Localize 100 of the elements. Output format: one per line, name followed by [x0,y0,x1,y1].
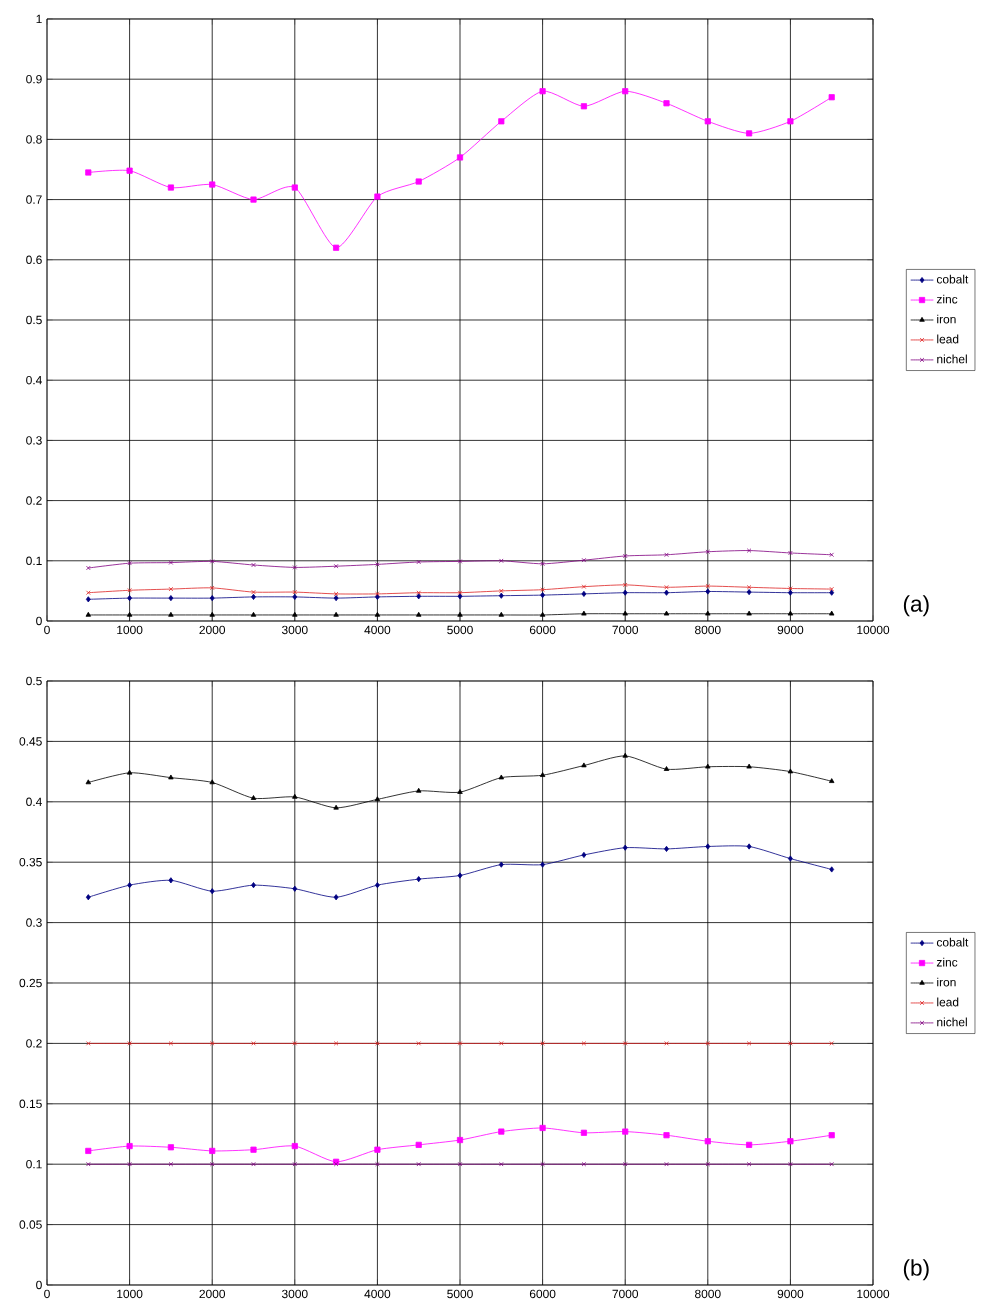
x-tick-label: 9000 [777,1289,804,1299]
point [581,1041,587,1046]
point [746,1141,753,1148]
point [85,596,91,603]
point [333,1041,339,1046]
point [250,795,257,800]
point [416,876,422,883]
x-tick-label: 10000 [857,625,890,635]
legend-label: zinc [936,957,958,967]
point [581,557,587,563]
legend-label: cobalt [936,274,969,284]
point [704,1138,711,1145]
point [415,1141,422,1148]
point [292,589,298,595]
point [416,559,421,565]
point [209,888,215,895]
point [622,1161,628,1167]
x-tick-label: 8000 [695,1289,721,1299]
x-tick-label: 1000 [117,625,143,635]
x-tick-label: 6000 [529,625,556,635]
point [540,561,545,567]
point [788,1041,793,1046]
point [292,593,298,600]
point [498,1128,505,1135]
point [333,611,339,617]
legend-label: nichel [937,1017,967,1027]
point [209,585,215,591]
point [457,559,463,564]
point [580,1129,587,1136]
point [374,611,381,617]
y-tick-label: 0.25 [19,978,42,988]
x-tick-label: 2000 [199,625,226,635]
point [416,611,422,617]
point [415,178,422,185]
point [746,610,752,616]
y-tick-label: 0.9 [26,74,42,84]
point [581,851,587,858]
point [127,588,132,593]
point [251,1041,256,1046]
point [85,169,92,176]
point [540,1041,545,1046]
y-tick-label: 0.7 [26,195,42,204]
point [829,610,835,616]
legend-label: nichel [937,354,967,364]
x-tick-label: 4000 [364,625,391,635]
point [746,548,752,553]
x-tick-label: 1000 [117,1289,143,1299]
point [85,611,91,617]
point [333,894,339,901]
point [292,611,298,617]
point [539,1124,546,1132]
point [250,1146,257,1153]
point [375,882,380,889]
x-tick-label: 3000 [281,1289,308,1299]
point [705,763,711,769]
point [127,560,132,566]
x-tick-label: 2000 [199,1289,226,1299]
point [705,583,711,589]
point [663,766,670,771]
point [622,589,628,596]
point [126,611,133,617]
point [498,118,505,125]
point [664,845,669,852]
point [416,1161,421,1167]
point [127,882,132,889]
point [126,1143,133,1150]
point [787,768,794,774]
point [457,872,463,879]
point [292,565,298,570]
point [746,130,753,137]
point [622,553,628,559]
point [250,196,257,203]
x-tick-label: 0 [44,625,50,635]
point [168,774,174,780]
y-tick-label: 0.3 [26,436,42,445]
y-tick-label: 0.3 [26,918,42,927]
point [167,184,174,191]
point [540,1161,545,1167]
point [498,861,504,868]
point [456,154,464,161]
point [209,611,215,617]
point [499,558,504,564]
point [209,1147,216,1154]
y-tick-label: 0.05 [19,1220,42,1229]
point [622,752,628,758]
point [416,1041,421,1046]
point [828,94,835,101]
point [580,103,587,110]
point [168,560,174,565]
point [540,861,545,868]
point [250,611,257,617]
point [664,589,669,596]
legend-label: zinc [936,294,958,304]
point [788,855,793,862]
y-tick-label: 0 [36,1280,42,1290]
x-tick-label: 5000 [447,1289,473,1299]
point [168,595,174,602]
point [788,589,793,596]
point [581,762,587,768]
point [375,1161,380,1167]
